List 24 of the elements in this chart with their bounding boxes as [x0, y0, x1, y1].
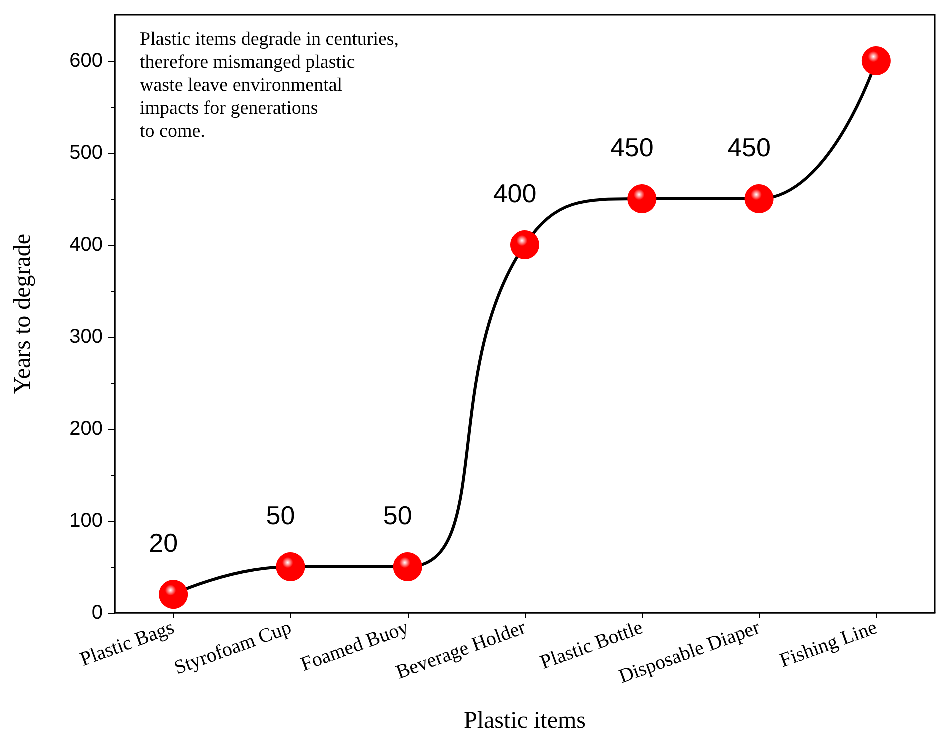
y-tick-label: 100 [70, 510, 103, 532]
y-axis-title: Years to degrade [10, 234, 36, 394]
data-label: 50 [383, 500, 412, 530]
y-tick-label: 500 [70, 142, 103, 164]
point [159, 580, 188, 610]
x-tick-label: Fishing Line [777, 616, 880, 672]
y-tick-label: 300 [70, 326, 103, 348]
point [628, 184, 657, 214]
point [276, 552, 306, 582]
point [510, 230, 540, 260]
y-tick-label: 200 [70, 418, 103, 440]
y-tick-label: 0 [92, 602, 103, 624]
point [744, 184, 774, 214]
data-label: 50 [266, 500, 296, 530]
data-label: 450 [728, 132, 771, 162]
y-tick-label: 600 [70, 50, 103, 72]
x-axis-title: Plastic items [464, 708, 586, 734]
data-label: 20 [149, 528, 178, 558]
point [393, 552, 422, 582]
data-label: 400 [493, 178, 537, 208]
annotation: Plastic items degrade in centuries, therefore mismanged plastic waste leave environmental impacts for generations to come. [140, 29, 400, 142]
y-tick-label: 400 [70, 234, 103, 256]
data-label: 450 [610, 132, 654, 162]
point [862, 46, 891, 76]
